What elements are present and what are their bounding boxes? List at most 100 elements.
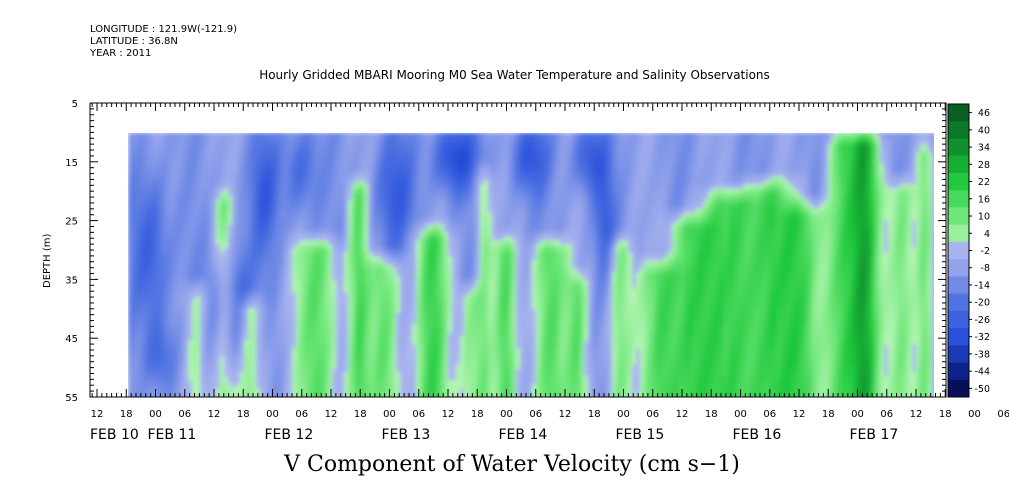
heatmap-cell bbox=[196, 172, 201, 177]
heatmap-cell bbox=[140, 340, 145, 345]
heatmap-cell bbox=[256, 212, 261, 217]
heatmap-cell bbox=[252, 264, 257, 269]
heatmap-cell bbox=[324, 316, 329, 321]
heatmap-cell bbox=[320, 248, 325, 253]
heatmap-cell bbox=[232, 284, 237, 289]
heatmap-cell bbox=[340, 380, 345, 385]
heatmap-cell bbox=[168, 252, 173, 257]
heatmap-cell bbox=[128, 136, 133, 141]
heatmap-cell bbox=[160, 264, 165, 269]
heatmap-cell bbox=[344, 244, 349, 249]
heatmap-cell bbox=[200, 248, 205, 253]
heatmap-cell bbox=[336, 188, 341, 193]
heatmap-cell bbox=[176, 148, 181, 153]
heatmap-cell bbox=[132, 160, 137, 165]
heatmap-cell bbox=[288, 220, 293, 225]
heatmap-cell bbox=[196, 156, 201, 161]
heatmap-cell bbox=[388, 288, 393, 293]
heatmap-cell bbox=[252, 236, 257, 241]
heatmap-cell bbox=[348, 348, 353, 353]
heatmap-cell bbox=[388, 244, 393, 249]
heatmap-cell bbox=[276, 220, 281, 225]
heatmap-cell bbox=[276, 212, 281, 217]
heatmap-cell bbox=[392, 152, 397, 157]
heatmap-cell bbox=[276, 260, 281, 265]
heatmap-cell bbox=[412, 164, 417, 169]
heatmap-cell bbox=[280, 244, 285, 249]
heatmap-cell bbox=[228, 204, 233, 209]
heatmap-cell bbox=[336, 380, 341, 385]
heatmap-cell bbox=[220, 316, 225, 321]
heatmap-cell bbox=[368, 364, 373, 369]
heatmap-cell bbox=[132, 200, 137, 205]
heatmap-cell bbox=[416, 136, 421, 141]
heatmap-cell bbox=[200, 264, 205, 269]
heatmap-cell bbox=[184, 380, 189, 385]
heatmap-cell bbox=[368, 264, 373, 269]
heatmap-cell bbox=[260, 204, 265, 209]
heatmap-cell bbox=[248, 348, 253, 353]
heatmap-cell bbox=[248, 288, 253, 293]
heatmap-cell bbox=[220, 152, 225, 157]
heatmap-cell bbox=[408, 232, 413, 237]
heatmap-cell bbox=[288, 272, 293, 277]
heatmap-cell bbox=[372, 300, 377, 305]
heatmap-cell bbox=[376, 300, 381, 305]
heatmap-cell bbox=[208, 172, 213, 177]
heatmap-cell bbox=[268, 184, 273, 189]
heatmap-cell bbox=[304, 180, 309, 185]
heatmap-cell bbox=[292, 368, 297, 373]
heatmap-cell bbox=[188, 212, 193, 217]
heatmap-cell bbox=[368, 192, 373, 197]
heatmap-cell bbox=[200, 288, 205, 293]
heatmap-cell bbox=[312, 188, 317, 193]
heatmap-cell bbox=[364, 176, 369, 181]
heatmap-cell bbox=[396, 248, 401, 253]
heatmap-cell bbox=[188, 380, 193, 385]
heatmap-cell bbox=[396, 292, 401, 297]
heatmap-cell bbox=[296, 256, 301, 261]
heatmap-cell bbox=[400, 328, 405, 333]
heatmap-cell bbox=[244, 256, 249, 261]
heatmap-cell bbox=[240, 304, 245, 309]
heatmap-cell bbox=[192, 204, 197, 209]
heatmap-cell bbox=[348, 368, 353, 373]
heatmap-cell bbox=[208, 164, 213, 169]
heatmap-cell bbox=[244, 148, 249, 153]
heatmap-cell bbox=[384, 300, 389, 305]
heatmap-cell bbox=[176, 140, 181, 145]
heatmap-cell bbox=[192, 372, 197, 377]
heatmap-cell bbox=[392, 160, 397, 165]
heatmap-cell bbox=[224, 268, 229, 273]
heatmap-cell bbox=[372, 236, 377, 241]
heatmap-cell bbox=[176, 156, 181, 161]
heatmap-cell bbox=[368, 188, 373, 193]
heatmap-cell bbox=[132, 288, 137, 293]
heatmap-cell bbox=[400, 312, 405, 317]
heatmap-cell bbox=[340, 368, 345, 373]
heatmap-cell bbox=[360, 356, 365, 361]
heatmap-cell bbox=[324, 232, 329, 237]
heatmap-cell bbox=[220, 148, 225, 153]
heatmap-cell bbox=[252, 284, 257, 289]
heatmap-cell bbox=[160, 220, 165, 225]
heatmap-cell bbox=[188, 148, 193, 153]
heatmap-cell bbox=[344, 300, 349, 305]
heatmap-cell bbox=[380, 192, 385, 197]
heatmap-cell bbox=[372, 352, 377, 357]
heatmap-cell bbox=[380, 164, 385, 169]
heatmap-cell bbox=[220, 248, 225, 253]
heatmap-cell bbox=[384, 224, 389, 229]
heatmap-cell bbox=[424, 220, 429, 225]
heatmap-cell bbox=[168, 280, 173, 285]
heatmap-cell bbox=[372, 292, 377, 297]
heatmap-cell bbox=[268, 292, 273, 297]
heatmap-cell bbox=[308, 152, 313, 157]
heatmap-cell bbox=[312, 276, 317, 281]
heatmap-cell bbox=[380, 156, 385, 161]
heatmap-cell bbox=[264, 280, 269, 285]
heatmap-cell bbox=[200, 140, 205, 145]
heatmap-cell bbox=[236, 332, 241, 337]
heatmap-cell bbox=[216, 180, 221, 185]
heatmap-cell bbox=[308, 324, 313, 329]
